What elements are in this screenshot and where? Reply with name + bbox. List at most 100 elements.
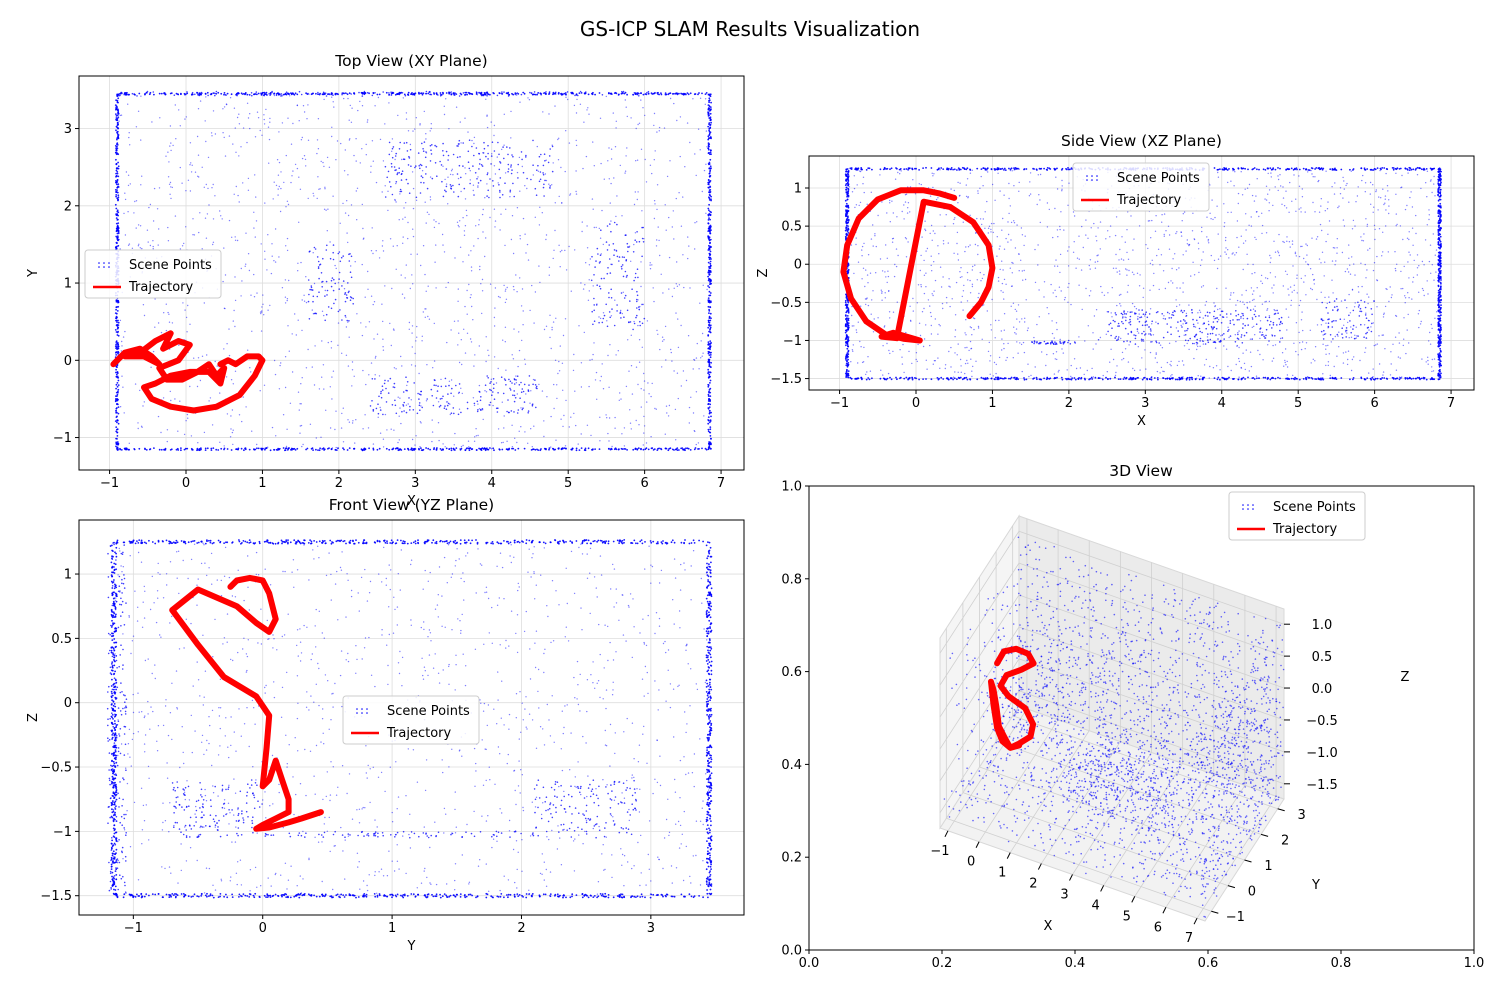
scene-point [1370,326,1372,328]
scene-point [1432,370,1435,372]
scene-point [271,255,273,257]
scene-point [708,172,711,175]
scene-point [412,283,414,285]
scene-point [645,447,648,450]
scene-point [414,352,416,355]
scene-point [303,155,306,157]
scene-point [1273,309,1275,311]
scene-point [1259,320,1262,322]
scene-point [636,448,639,450]
scene-point [234,325,236,328]
scene-point [991,183,994,186]
scene-point [376,333,379,335]
scene-point [254,93,257,95]
scene-point [1132,249,1134,251]
scene-point [638,424,640,426]
scene-point [418,393,421,396]
scene-point [137,110,140,113]
scene-point [1028,195,1031,197]
scene-point [593,165,595,167]
scene-point [369,405,372,407]
scene-point [1278,233,1280,236]
scene-point [575,193,578,195]
scene-point [115,117,118,119]
scene-point [709,127,711,129]
scene-point [348,260,351,262]
scene-point [504,182,506,184]
scene-point [317,260,320,263]
scene-point [117,183,120,186]
scene-point [708,191,711,194]
scene-point [489,447,491,449]
scene-point [344,300,347,303]
scene-point [628,246,630,248]
scene-point [1361,179,1363,182]
scene-point [1235,304,1237,306]
scene-point [1410,191,1412,193]
scene-point [682,93,685,96]
scene-point [1038,194,1040,196]
scene-point [350,265,352,267]
scene-point [420,264,422,267]
scene-point [673,102,675,105]
scene-point [490,155,493,157]
scene-point [695,357,698,359]
scene-point [178,344,180,346]
scene-point [644,114,646,117]
scene-point [1196,344,1198,346]
scene-point [1356,195,1359,197]
scene-point [693,93,696,96]
scene-point [123,93,125,96]
scene-point [608,92,610,94]
scene-point [1068,182,1070,184]
scene-point [509,147,511,149]
scene-point [1301,341,1304,343]
scene-point [315,437,317,439]
scene-point [469,296,472,299]
scene-point [457,145,459,147]
scene-point [363,237,365,239]
scene-point [257,447,260,450]
top-xtick-label: 0 [182,476,190,491]
scene-point [1182,213,1185,215]
scene-point [363,90,366,93]
scene-point [437,401,440,403]
scene-point [301,299,303,301]
scene-point [708,247,711,250]
scene-point [311,366,313,368]
scene-point [694,222,696,224]
scene-point [709,242,711,245]
scene-point [115,354,118,356]
scene-point [988,341,990,344]
scene-point [143,314,146,317]
scene-point [116,438,118,440]
scene-point [481,213,484,216]
scene-point [531,405,534,407]
scene-point [640,92,642,94]
scene-point [123,412,125,414]
scene-point [115,222,118,225]
scene-point [886,257,888,259]
scene-point [317,148,320,150]
scene-point [481,165,484,167]
scene-point [1213,259,1216,262]
scene-point [588,290,590,292]
scene-point [615,92,618,95]
scene-point [186,447,189,450]
scene-point [1259,337,1261,340]
scene-point [191,448,194,451]
scene-point [485,155,487,158]
scene-point [1201,226,1203,229]
scene-point [389,322,391,325]
scene-point [404,94,407,97]
scene-point [185,316,188,319]
scene-point [182,302,184,304]
scene-point [234,370,237,372]
scene-point [1080,269,1083,271]
scene-point [425,222,427,224]
scene-point [115,308,117,311]
scene-point [418,92,420,95]
scene-point [950,366,952,368]
scene-point [1282,240,1284,243]
scene-point [220,215,222,217]
